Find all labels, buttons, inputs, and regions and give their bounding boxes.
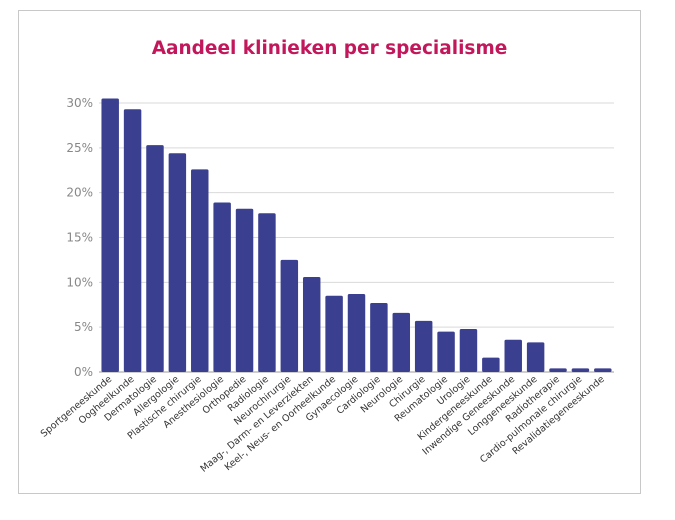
y-tick-label: 0%: [74, 365, 93, 379]
bar: [347, 293, 366, 372]
chart-title: Aandeel klinieken per specialisme: [151, 38, 508, 59]
bar: [213, 202, 231, 372]
bar: [549, 368, 567, 372]
bar: [526, 342, 545, 372]
bar: [392, 312, 411, 372]
y-tick-label: 5%: [74, 320, 93, 334]
bar: [101, 98, 119, 373]
bar: [482, 357, 500, 372]
bar: [280, 259, 299, 372]
y-tick-label: 20%: [66, 186, 93, 200]
bar: [571, 368, 590, 372]
bar: [370, 302, 388, 372]
bar: [414, 320, 433, 372]
bar: [459, 328, 478, 372]
y-tick-label: 15%: [66, 231, 93, 245]
bar: [123, 109, 142, 372]
bar: [146, 145, 164, 372]
bar: [191, 169, 209, 372]
bar: [168, 153, 187, 372]
bar: [504, 339, 522, 372]
y-tick-label: 10%: [66, 275, 93, 289]
y-tick-label: 25%: [66, 141, 93, 155]
bar: [235, 208, 254, 372]
bar: [302, 276, 321, 372]
y-tick-label: 30%: [66, 96, 93, 110]
bar: [325, 295, 343, 372]
bar: [594, 368, 612, 372]
chart-frame: [18, 10, 641, 494]
bar: [437, 331, 455, 372]
bar: [258, 213, 276, 372]
